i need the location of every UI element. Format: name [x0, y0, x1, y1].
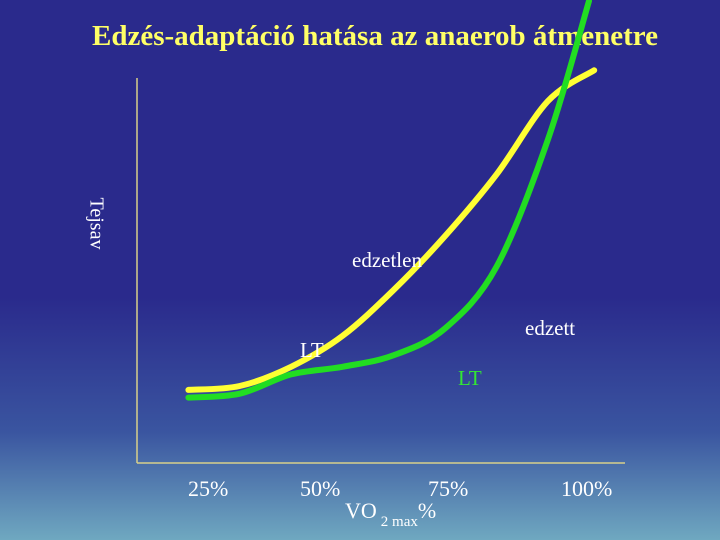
x-axis-label: VO 2 max% — [345, 498, 437, 530]
annotation-edzett: edzett — [525, 316, 576, 340]
series-line-edzett — [185, 0, 592, 401]
x-axis-label-suffix: % — [417, 498, 437, 523]
chart-title: Edzés-adaptáció hatása az anaerob átmene… — [92, 20, 658, 52]
series-line-edzetlen — [185, 67, 598, 393]
x-tick-75: 75% — [428, 476, 469, 501]
x-tick-25: 25% — [188, 476, 229, 501]
x-axis-label-main: VO — [345, 498, 377, 523]
annotation-edzetlen: edzetlen — [352, 248, 422, 272]
x-tick-50: 50% — [300, 476, 341, 501]
annotation-lt-trained: LT — [458, 366, 482, 390]
x-axis-label-sub: 2 max — [380, 514, 418, 530]
annotation-lt-untrained: LT — [300, 338, 324, 362]
x-tick-100: 100% — [561, 476, 613, 501]
